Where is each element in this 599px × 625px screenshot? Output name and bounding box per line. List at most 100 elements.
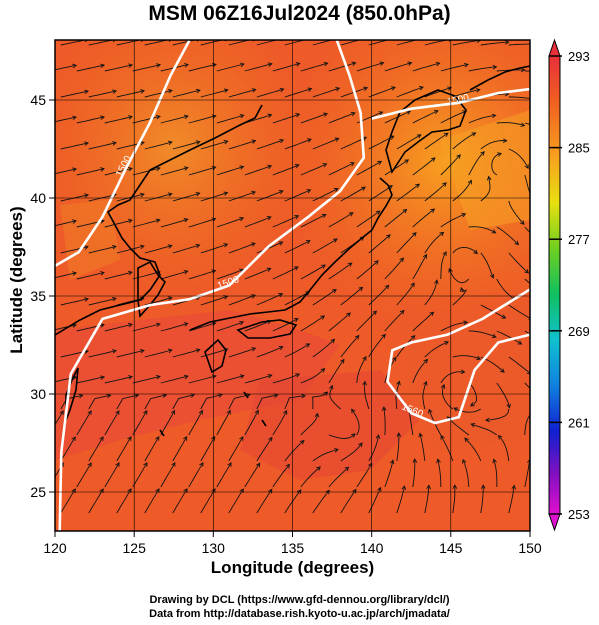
streamline (424, 87, 452, 98)
colorbar (548, 38, 562, 532)
streamline-arrow (87, 410, 92, 415)
streamline-arrow (412, 232, 417, 237)
streamline (104, 376, 133, 384)
streamline-arrow (469, 402, 475, 407)
colorbar-label: 269 (568, 324, 590, 339)
streamline (300, 368, 325, 384)
streamline (284, 88, 312, 98)
x-tick-label: 125 (123, 540, 147, 556)
streamline (396, 86, 424, 98)
streamline (60, 298, 89, 306)
streamline-arrow (195, 243, 201, 249)
streamline-arrow (388, 185, 393, 190)
streamline-arrow (358, 442, 363, 448)
streamline (228, 191, 256, 202)
streamline-arrow (442, 182, 447, 187)
streamline-arrow (167, 244, 173, 249)
streamline-arrow (306, 138, 312, 143)
streamline-arrow (561, 43, 565, 47)
streamline (172, 89, 201, 98)
streamline (384, 257, 404, 280)
streamline (284, 189, 311, 202)
streamline (468, 66, 497, 72)
streamline (216, 462, 232, 488)
streamline (524, 226, 530, 234)
streamline (368, 185, 393, 202)
streamline-arrow (433, 109, 439, 115)
streamline (328, 466, 349, 488)
streamline-arrow (293, 318, 299, 323)
streamline (160, 462, 176, 488)
streamline (452, 89, 480, 98)
streamline (524, 414, 530, 436)
streamline-arrow (84, 40, 89, 43)
streamline-arrow (251, 347, 257, 352)
streamline-arrow (195, 348, 201, 353)
streamline-arrow (340, 358, 345, 364)
streamline (328, 112, 356, 124)
streamline (424, 485, 430, 514)
streamline (144, 193, 172, 202)
streamline-arrow (155, 374, 161, 380)
streamline-arrow (195, 88, 201, 94)
streamline-arrow (391, 86, 396, 91)
streamline-arrow (167, 140, 173, 146)
colorbar-labels: 293 285 277 269 261 253 (568, 49, 590, 522)
streamline-arrow (334, 137, 340, 142)
streamline (132, 64, 161, 72)
streamline-arrow (195, 191, 201, 197)
streamline-arrow (396, 380, 401, 386)
streamline-arrow (480, 151, 485, 156)
streamline-arrow (333, 188, 339, 193)
streamline (76, 462, 92, 488)
streamline-arrow (112, 349, 117, 354)
streamline-arrow (223, 139, 229, 145)
streamline (272, 215, 299, 228)
streamline (468, 151, 485, 176)
streamline-arrow (350, 111, 356, 117)
streamline (116, 349, 145, 358)
streamline (485, 408, 510, 421)
streamline (440, 63, 469, 72)
streamline (228, 294, 256, 306)
streamline-arrow (332, 288, 337, 294)
streamline-arrow (115, 462, 120, 467)
streamline (508, 200, 525, 225)
streamline-arrow (239, 113, 245, 119)
streamline-arrow (402, 208, 408, 214)
streamline (422, 381, 427, 410)
streamline (228, 394, 251, 410)
streamline-arrow (71, 436, 76, 442)
streamline (144, 436, 160, 462)
streamline-arrow (279, 138, 285, 144)
streamline-arrow (389, 459, 395, 465)
streamline-arrow (167, 192, 173, 197)
streamline-arrow (460, 369, 466, 375)
streamline-arrow (325, 489, 330, 495)
streamline-arrow (351, 408, 356, 414)
streamline-arrow (321, 213, 327, 219)
streamline (256, 293, 283, 306)
streamline-arrow (430, 157, 436, 162)
streamline (160, 375, 189, 384)
streamline-arrow (386, 234, 391, 239)
streamline-arrow (84, 193, 90, 198)
streamline (244, 374, 272, 384)
streamline (55, 272, 77, 279)
streamline (188, 462, 204, 488)
streamline-arrow (350, 433, 356, 438)
streamline-arrow (497, 152, 502, 157)
streamline-arrow (294, 164, 300, 169)
streamline-arrow (72, 271, 78, 276)
streamline (312, 391, 328, 410)
streamline-arrow (78, 393, 84, 399)
streamline-arrow (72, 219, 78, 224)
streamline (88, 142, 117, 150)
streamline (312, 289, 337, 306)
streamline-arrow (439, 231, 445, 237)
streamline-arrow (442, 251, 447, 256)
streamline (200, 348, 228, 358)
streamline-arrow (440, 383, 446, 389)
streamline-arrow (346, 312, 351, 317)
